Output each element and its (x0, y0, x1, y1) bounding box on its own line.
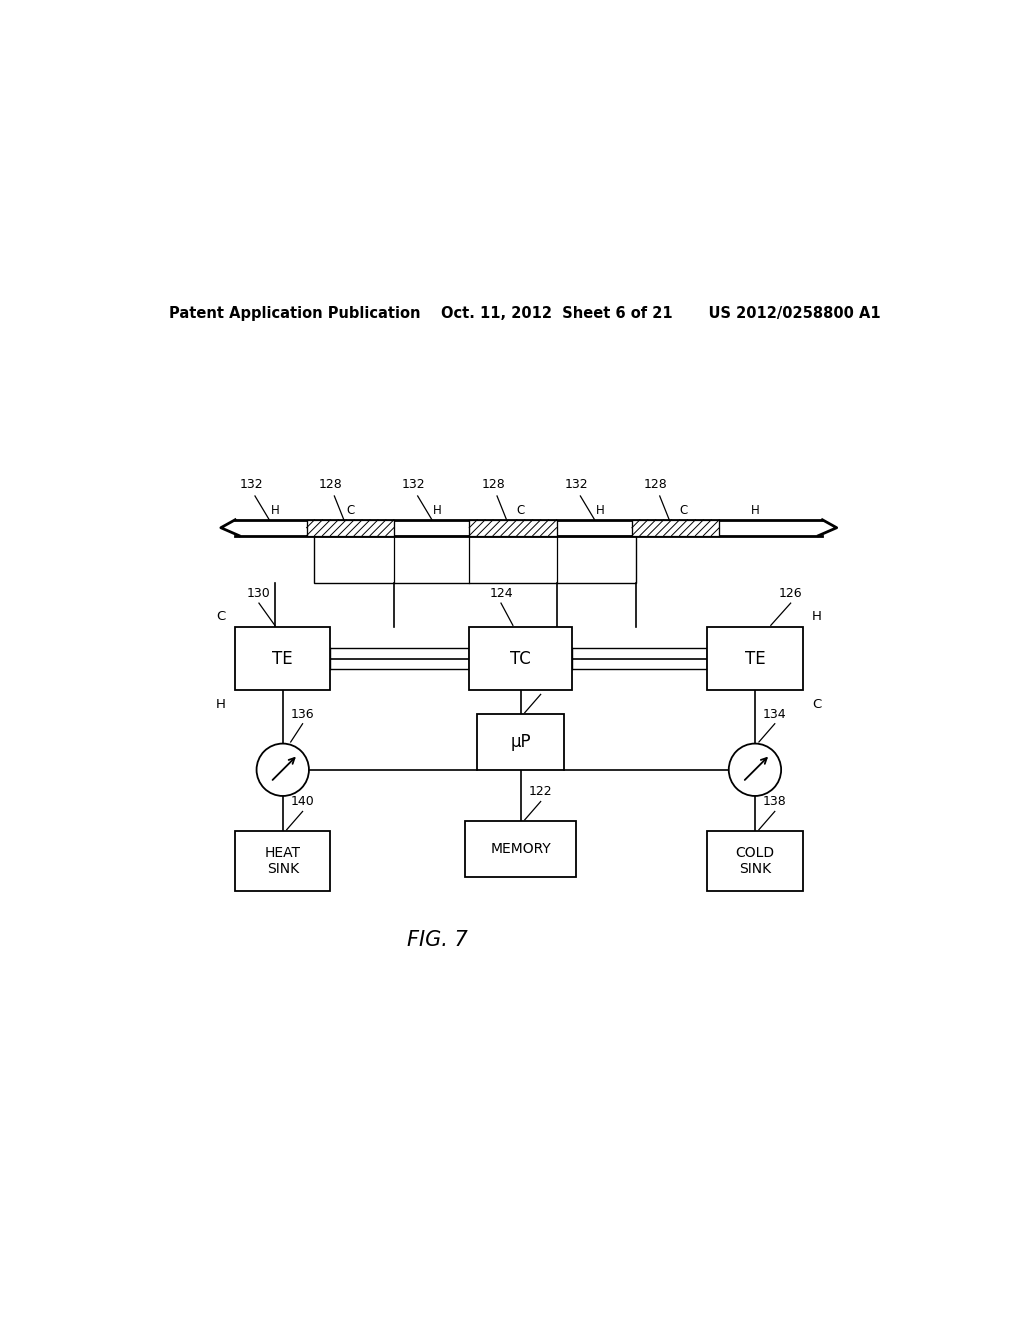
Text: 132: 132 (564, 478, 588, 491)
Text: C: C (346, 504, 354, 516)
Text: C: C (517, 504, 525, 516)
Text: 134: 134 (763, 708, 786, 721)
Text: C: C (812, 698, 821, 711)
Bar (708, 832, 803, 891)
Text: 132: 132 (401, 478, 426, 491)
Text: 122: 122 (528, 785, 553, 799)
Text: H: H (812, 610, 822, 623)
Text: 126: 126 (779, 587, 803, 599)
Bar (632, 520, 719, 536)
Circle shape (257, 743, 309, 796)
Bar (708, 627, 803, 690)
Bar (306, 520, 394, 536)
Bar (469, 520, 557, 536)
Bar (477, 714, 564, 770)
Text: 128: 128 (644, 478, 668, 491)
Text: 128: 128 (481, 478, 505, 491)
Bar (314, 536, 636, 583)
Bar (236, 627, 331, 690)
Text: Patent Application Publication    Oct. 11, 2012  Sheet 6 of 21       US 2012/025: Patent Application Publication Oct. 11, … (169, 306, 881, 321)
Text: 140: 140 (291, 795, 314, 808)
Bar (469, 627, 572, 690)
Bar (632, 520, 719, 536)
Text: 138: 138 (763, 795, 786, 808)
Text: TC: TC (510, 649, 531, 668)
Text: C: C (679, 504, 688, 516)
Text: TE: TE (744, 649, 765, 668)
Circle shape (729, 743, 781, 796)
Text: H: H (216, 698, 225, 711)
Text: H: H (270, 504, 280, 516)
Text: H: H (751, 504, 760, 516)
Text: C: C (216, 610, 225, 623)
Text: COLD
SINK: COLD SINK (735, 846, 774, 876)
Text: H: H (433, 504, 442, 516)
Text: H: H (596, 504, 604, 516)
Text: FIG. 7: FIG. 7 (408, 931, 468, 950)
Text: 124: 124 (489, 587, 513, 599)
Text: 132: 132 (240, 478, 263, 491)
Bar (469, 520, 557, 536)
Text: TE: TE (272, 649, 293, 668)
Text: 136: 136 (291, 708, 314, 721)
Text: MEMORY: MEMORY (490, 842, 551, 857)
Text: μP: μP (511, 733, 531, 751)
Text: 120: 120 (528, 678, 553, 692)
Text: HEAT
SINK: HEAT SINK (265, 846, 301, 876)
Text: 130: 130 (247, 587, 270, 599)
Bar (236, 832, 331, 891)
Bar (306, 520, 394, 536)
Text: 128: 128 (318, 478, 342, 491)
Bar (465, 821, 577, 876)
